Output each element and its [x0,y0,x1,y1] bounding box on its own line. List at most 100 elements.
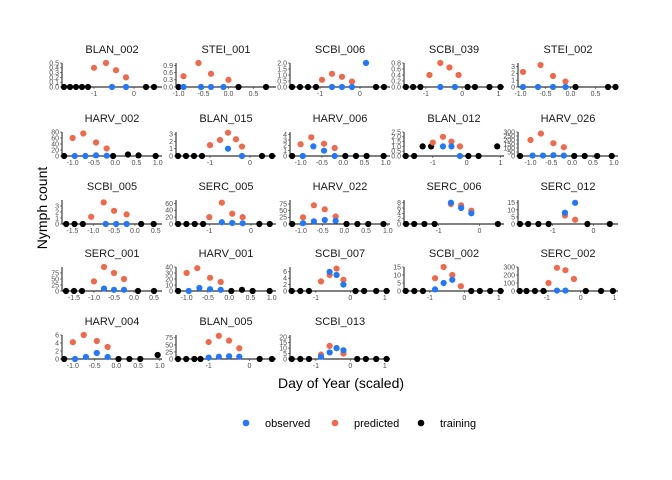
training-point [581,152,588,160]
x-tick-label: 0.5 [132,160,142,167]
predicted-point [456,143,464,150]
observed-point [238,152,246,160]
x-tick-label: -1 [544,295,550,302]
training-point [411,152,418,160]
predicted-point [457,283,464,290]
training-point [421,220,428,228]
predicted-point [328,70,336,77]
training-point [361,287,368,295]
predicted-point [527,136,534,144]
x-tick-label: 1 [383,295,387,302]
training-point [380,220,387,228]
observed-point [519,83,527,91]
observed-point [458,204,465,212]
observed-point [562,287,569,294]
y-tick-label: 1 [55,215,59,222]
predicted-point [120,275,128,283]
predicted-point [224,129,232,136]
y-tick-label: 1 [283,148,287,155]
predicted-point [183,269,190,277]
training-point [60,83,68,91]
observed-point [215,353,222,360]
y-tick-label: 300 [503,264,515,271]
training-point [182,152,190,160]
observed-point [534,83,542,91]
training-point [409,83,417,91]
y-tick-label: 40 [165,264,173,271]
y-tick-label: 50 [51,276,59,283]
predicted-point [338,73,346,80]
training-point [531,287,539,295]
training-point [174,152,182,160]
training-point [402,83,409,91]
predicted-point [537,130,545,137]
facet-title: SCBI_005 [87,181,137,193]
facet-title: STEI_002 [544,44,593,56]
predicted-point [348,78,356,85]
y-tick-label: 0 [169,153,173,160]
facet-title: SERC_005 [198,181,253,193]
y-tick-label: 6 [397,205,401,212]
x-tick-label: 0 [358,91,362,98]
y-tick-label: 60 [51,135,59,142]
x-tick-label: -1 [436,228,442,235]
training-point [571,152,578,160]
training-point [373,287,380,295]
training-point [297,287,304,295]
observed-point [437,83,444,91]
x-tick-label: -0.5 [88,160,100,167]
training-point [354,355,361,363]
y-tick-label: 2.0 [391,134,401,141]
y-tick-label: 6 [55,332,59,339]
training-point [62,287,70,295]
predicted-point [206,141,214,149]
observed-point [321,216,328,224]
x-tick-label: 1.0 [383,228,393,235]
training-point [305,287,313,295]
x-tick-label: -0.5 [108,228,120,235]
y-tick-label: 0 [511,288,515,295]
training-point [109,152,117,160]
facet-title: SCBI_002 [429,248,479,260]
training-point [72,83,80,91]
x-tick-label: 1 [497,91,501,98]
training-point [584,220,591,228]
y-tick-label: 50 [279,208,287,215]
training-point [352,152,360,160]
observed-point [93,349,100,357]
x-tick-label: -1.0 [524,160,536,167]
x-tick-label: -1 [207,160,213,167]
y-tick-label: 0 [169,221,173,228]
y-tick-label: 15 [279,340,287,347]
facet-title: HARV_022 [313,181,368,193]
training-point [594,152,601,160]
training-point [402,287,409,295]
facet-title: SERC_012 [540,181,595,193]
y-tick-label: 2 [169,139,173,146]
training-point [497,83,504,91]
predicted-point [429,139,436,146]
training-point [383,287,390,295]
observed-point [71,152,78,160]
training-point [150,83,158,91]
observed-point [340,347,347,354]
training-point [154,351,161,359]
facet-title: BLAN_015 [199,113,252,125]
observed-point [451,83,459,91]
y-tick-label: 50 [507,149,515,156]
predicted-point [320,140,328,147]
predicted-point [440,263,447,271]
training-point [268,355,276,363]
y-tick-label: 75 [279,201,287,208]
training-point [134,287,142,295]
observed-point [310,143,317,150]
y-tick-label: 15 [393,264,401,271]
y-tick-label: 2.5 [391,129,401,136]
predicted-point [123,211,130,218]
predicted-point [299,214,307,221]
